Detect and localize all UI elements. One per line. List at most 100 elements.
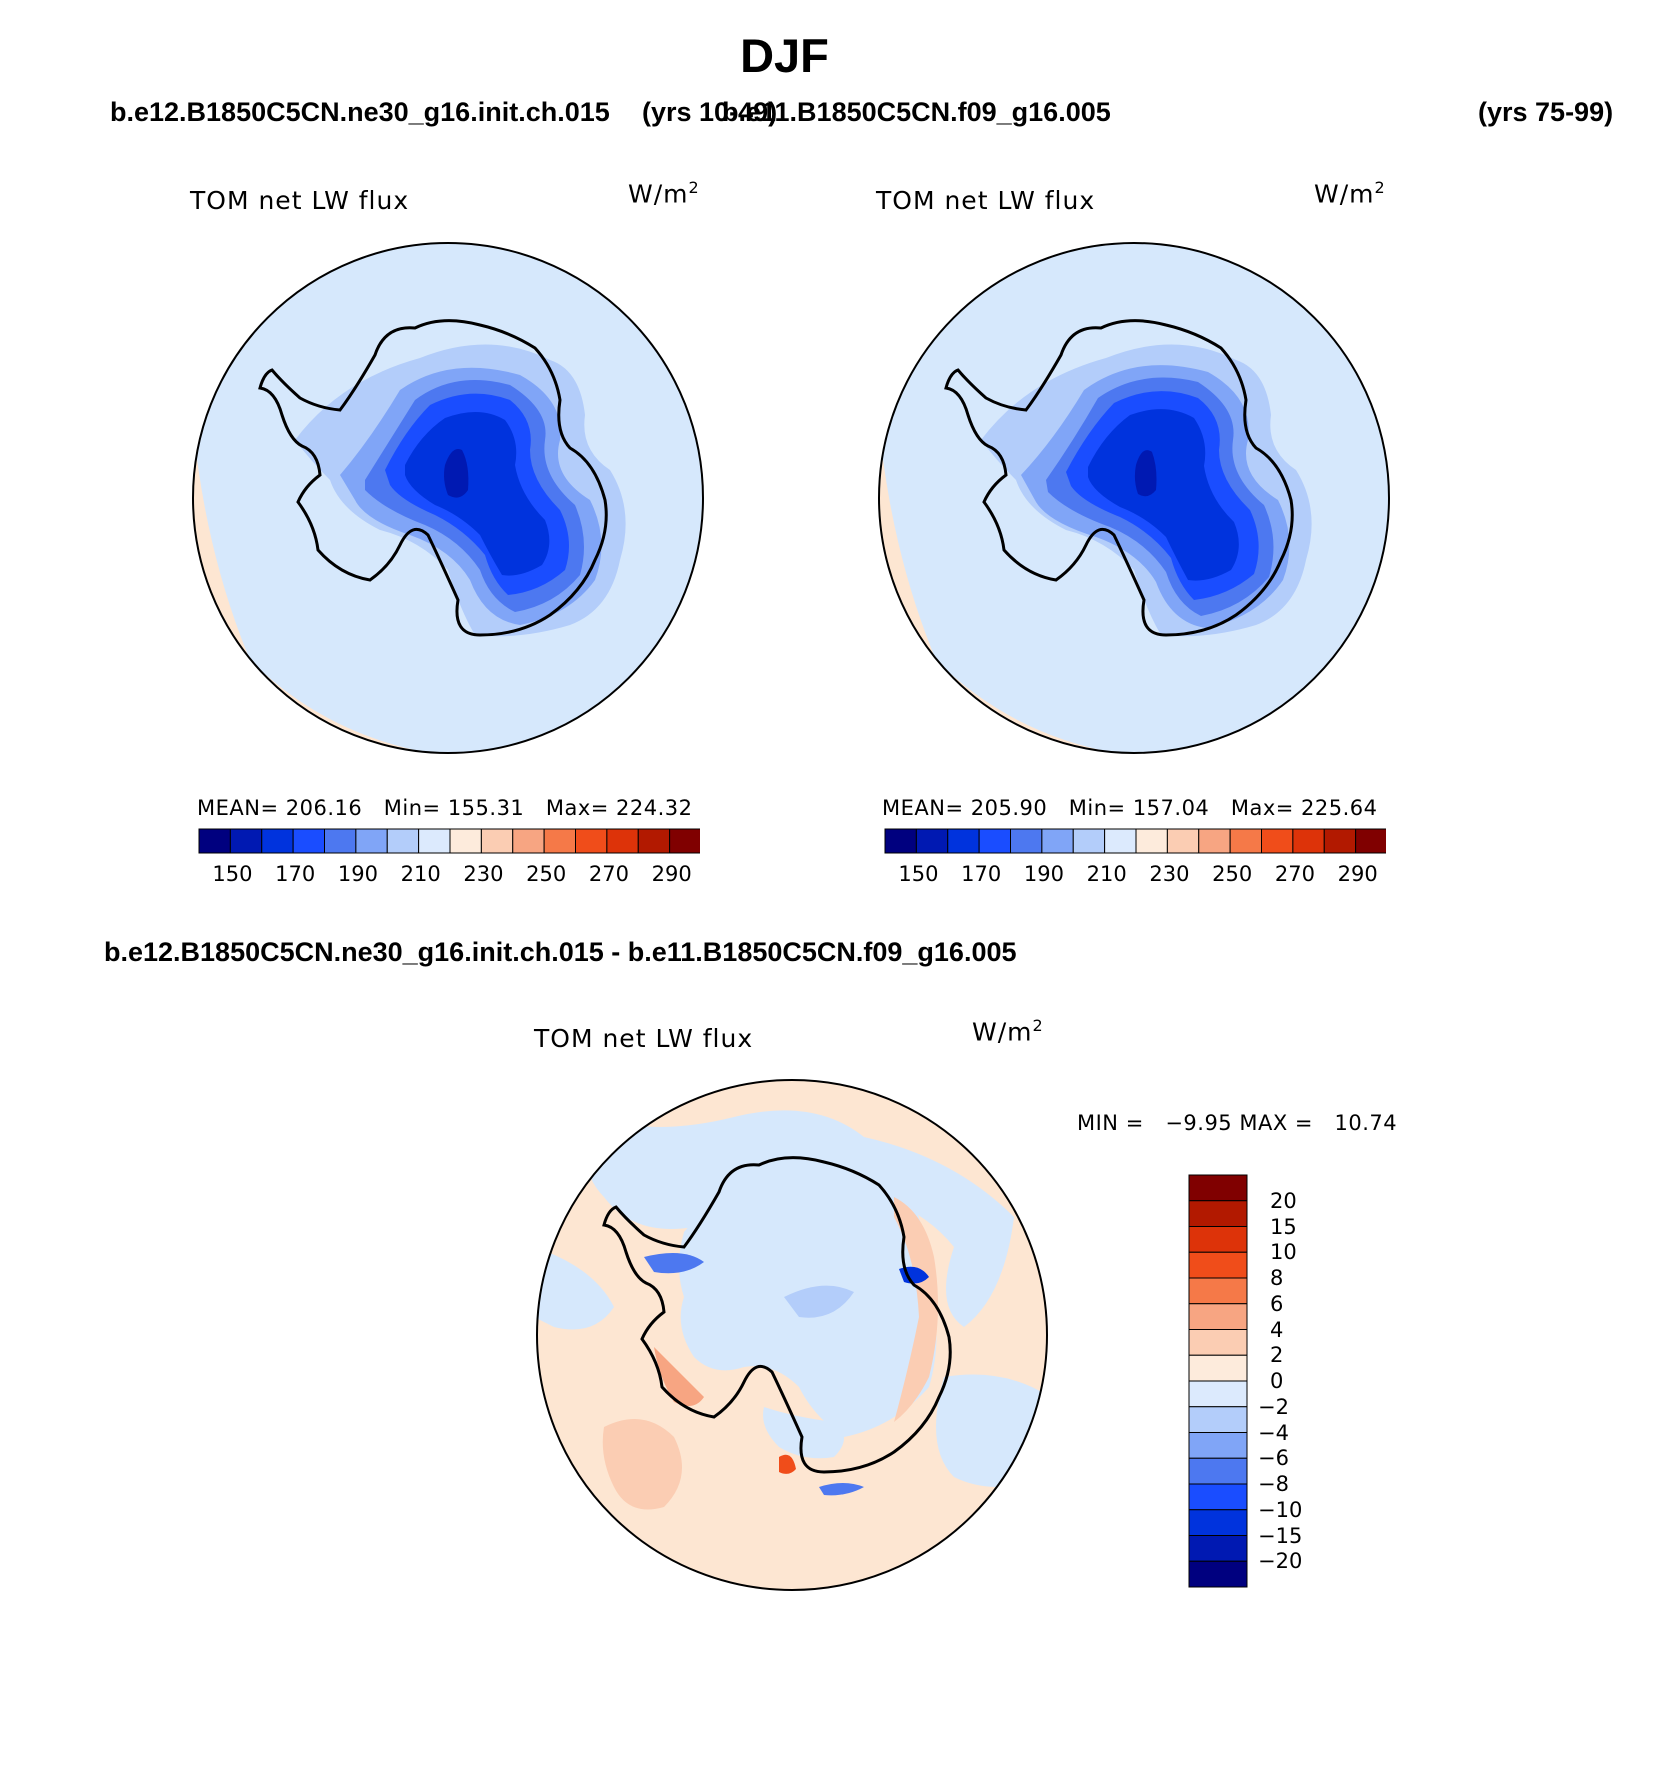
- panel1-colorbar-box: [606, 828, 639, 854]
- diff-colorbar-box: [1188, 1432, 1248, 1459]
- panel1-colorbar: [198, 828, 700, 854]
- diff-colorbar-box: [1188, 1457, 1248, 1485]
- panel1-colorbar-box: [386, 828, 420, 854]
- diff-pos-patch-3: [654, 1347, 704, 1406]
- panel2-colorbar-box: [978, 828, 1011, 854]
- panel1-colorbar-tick-label: 190: [337, 862, 378, 886]
- panel2-colorbar-box: [1292, 828, 1325, 854]
- case-a-years: (yrs 10-49): [642, 97, 778, 127]
- panel2-boundary: [878, 242, 1390, 754]
- panel2-colorbar-tick-label: 270: [1274, 862, 1315, 886]
- panel1-colorbar-box: [292, 828, 325, 854]
- panel1-contour-5: [405, 411, 550, 576]
- panel1-colorbar-tick-label: 150: [212, 862, 253, 886]
- case-b-title: b.e11.B1850C5CN.f09_g16.005: [722, 97, 1111, 127]
- diff-colorbar-tick-label: 20: [1270, 1188, 1297, 1213]
- diff-cool-north: [586, 1110, 1014, 1327]
- diff-neg-patch-2: [644, 1253, 704, 1274]
- panel2-map: [878, 242, 1390, 754]
- panel2-colorbar: [884, 828, 1386, 854]
- panel2-colorbar-tick-label: 210: [1086, 862, 1127, 886]
- diff-colorbar-box: [1188, 1354, 1248, 1382]
- case-b-years: (yrs 75-99): [1478, 97, 1614, 127]
- diff-field: [537, 1080, 1047, 1590]
- panel2-colorbar-tick-label: 230: [1149, 862, 1190, 886]
- panel1-contour-6: [444, 449, 469, 498]
- panel1-colorbar-box: [418, 828, 451, 854]
- panel2-colorbar-box: [1166, 828, 1200, 854]
- diff-colorbar-box: [1188, 1251, 1248, 1279]
- diff-neg-patch-4: [819, 1483, 864, 1496]
- page-title: DJF: [740, 29, 829, 82]
- diff-colorbar-box: [1188, 1200, 1248, 1227]
- panel1-variable: TOM net LW flux: [190, 186, 410, 215]
- panel2-colorbar-box: [1041, 828, 1074, 854]
- panel1-colorbar-box: [449, 828, 482, 854]
- panel1-colorbar-tick-label: 230: [463, 862, 504, 886]
- diff-colorbar-tick-label: −4: [1258, 1420, 1289, 1445]
- diff-colorbar-tick-label: 2: [1270, 1343, 1284, 1368]
- panel1-colorbar-box: [669, 828, 700, 854]
- panel2-colorbar-tick-label: 150: [898, 862, 939, 886]
- panel1-colorbar-box: [637, 828, 671, 854]
- diff-units: W/m2: [972, 1016, 1044, 1047]
- panel1-colorbar-box: [261, 828, 294, 854]
- panel2-colorbar-box: [1072, 828, 1106, 854]
- panel2-colorbar-box: [1198, 828, 1231, 854]
- diff-pos-patch-4: [779, 1454, 796, 1474]
- diff-minmax: MIN = −9.95 MAX = 10.74: [1077, 1111, 1398, 1135]
- diff-colorbar-tick-label: −10: [1258, 1497, 1303, 1522]
- diff-pos-patch-2: [894, 1197, 938, 1422]
- panel1-map: [192, 242, 704, 754]
- diff-cool-west: [537, 1247, 614, 1330]
- diff-colorbar-ticks: 20 15 10 8 6 4 2 0 −2 −4 −6 −8 −10 −15 −20: [1258, 1174, 1338, 1588]
- panel2-colorbar-tick-label: 190: [1023, 862, 1064, 886]
- diff-colorbar-tick-label: 6: [1270, 1291, 1284, 1316]
- panel1-colorbar-box: [198, 828, 231, 854]
- panel2-colorbar-box: [1355, 828, 1386, 854]
- diff-colorbar-box: [1188, 1277, 1248, 1305]
- panel2-colorbar-box: [1261, 828, 1294, 854]
- diff-colorbar-box: [1188, 1535, 1248, 1562]
- panel2-colorbar-box: [1010, 828, 1043, 854]
- diff-pos-patch-1: [602, 1419, 682, 1510]
- panel2-colorbar-tick-label: 290: [1337, 862, 1378, 886]
- diff-colorbar-box: [1188, 1380, 1248, 1408]
- panel2-colorbar-ticks: 150 170 190 210 230 250 270 290: [884, 862, 1386, 890]
- panel2-contour-5: [1088, 409, 1239, 581]
- panel2-colorbar-box: [1323, 828, 1357, 854]
- diff-colorbar-tick-label: 8: [1270, 1266, 1284, 1290]
- diff-colorbar-box: [1188, 1303, 1248, 1330]
- diff-cool-east: [936, 1374, 1047, 1487]
- panel2-coastline: [944, 319, 1294, 637]
- panel1-colorbar-box: [543, 828, 576, 854]
- panel1-colorbar-ticks: 150 170 190 210 230 250 270 290: [198, 862, 700, 890]
- diff-colorbar-tick-label: 0: [1270, 1369, 1284, 1393]
- diff-colorbar-box: [1188, 1509, 1248, 1536]
- panel2-colorbar-box: [947, 828, 980, 854]
- panel1-colorbar-box: [480, 828, 514, 854]
- panel2-colorbar-box: [915, 828, 949, 854]
- diff-colorbar: [1188, 1174, 1248, 1588]
- diff-colorbar-box: [1188, 1329, 1248, 1356]
- panel2-contour-6: [1134, 450, 1157, 497]
- panel1-colorbar-tick-label: 270: [588, 862, 629, 886]
- diff-colorbar-box: [1188, 1483, 1248, 1511]
- panel2-colorbar-box: [1135, 828, 1168, 854]
- diff-map: [536, 1079, 1048, 1591]
- diff-colorbar-tick-label: 15: [1270, 1214, 1297, 1239]
- panel1-units: W/m2: [628, 178, 700, 209]
- diff-colorbar-box: [1188, 1226, 1248, 1253]
- panel2-colorbar-tick-label: 250: [1212, 862, 1253, 886]
- diff-colorbar-box: [1188, 1406, 1248, 1433]
- panel1-colorbar-box: [324, 828, 357, 854]
- diff-variable: TOM net LW flux: [534, 1024, 754, 1053]
- panel1-colorbar-box: [575, 828, 608, 854]
- panel1-colorbar-box: [229, 828, 263, 854]
- panel1-colorbar-tick-label: 170: [275, 862, 316, 886]
- panel2-colorbar-box: [1229, 828, 1262, 854]
- panel1-colorbar-tick-label: 290: [651, 862, 692, 886]
- panel1-colorbar-box: [355, 828, 388, 854]
- panel2-units: W/m2: [1314, 178, 1386, 209]
- panel1-colorbar-box: [512, 828, 545, 854]
